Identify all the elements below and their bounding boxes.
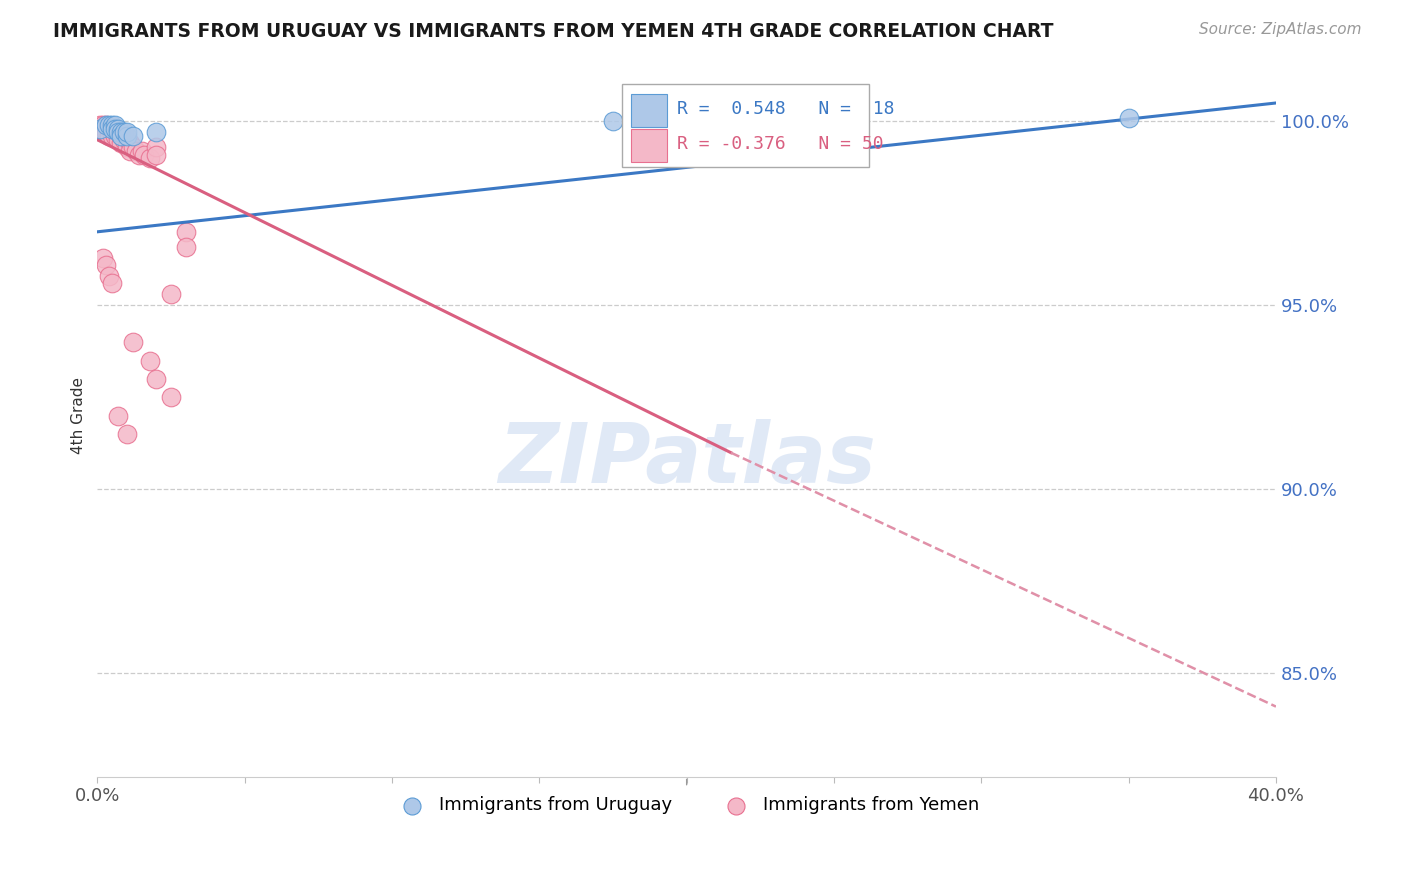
Point (104, 121, 127, 136)
Point (96, 125, 118, 139)
FancyBboxPatch shape (631, 95, 666, 127)
FancyBboxPatch shape (621, 84, 869, 167)
Legend: Immigrants from Uruguay, Immigrants from Yemen: Immigrants from Uruguay, Immigrants from… (387, 789, 986, 822)
Point (98, 118, 121, 132)
Point (101, 118, 124, 132)
Point (89, 118, 111, 132)
Point (107, 129, 129, 144)
Point (96, 258, 118, 272)
Point (112, 129, 135, 144)
Point (107, 133, 129, 147)
Point (104, 129, 127, 144)
Point (101, 121, 124, 136)
Point (110, 125, 132, 139)
Point (101, 129, 124, 144)
Point (118, 144, 141, 158)
Point (145, 140, 167, 154)
Y-axis label: 4th Grade: 4th Grade (72, 377, 86, 454)
Point (96, 118, 118, 132)
Point (98, 125, 121, 139)
Text: R = -0.376   N = 50: R = -0.376 N = 50 (678, 135, 884, 153)
Point (145, 147, 167, 161)
Text: IMMIGRANTS FROM URUGUAY VS IMMIGRANTS FROM YEMEN 4TH GRADE CORRELATION CHART: IMMIGRANTS FROM URUGUAY VS IMMIGRANTS FR… (53, 22, 1054, 41)
Point (174, 239, 197, 253)
Text: ZIPatlas: ZIPatlas (498, 418, 876, 500)
Point (145, 125, 167, 139)
Point (91, 125, 114, 139)
Point (110, 129, 132, 144)
FancyBboxPatch shape (631, 129, 666, 161)
Point (107, 125, 129, 139)
Point (101, 277, 124, 291)
Point (128, 147, 150, 161)
Point (110, 125, 132, 139)
Point (101, 125, 124, 139)
Point (104, 125, 127, 139)
Point (98, 121, 121, 136)
Point (89, 121, 111, 136)
Point (139, 151, 162, 165)
Point (104, 118, 127, 132)
Point (115, 129, 138, 144)
Point (107, 121, 129, 136)
Point (91, 118, 114, 132)
Point (160, 391, 183, 405)
Point (602, 114, 624, 128)
Text: R =  0.548   N =  18: R = 0.548 N = 18 (678, 100, 894, 118)
Point (98, 129, 121, 144)
Point (115, 125, 138, 139)
Point (98, 268, 121, 283)
Point (107, 409, 129, 423)
Point (121, 335, 143, 350)
Point (121, 140, 143, 154)
Point (134, 147, 156, 161)
Point (174, 225, 197, 239)
Point (110, 136, 132, 151)
Point (1118, 111, 1140, 125)
Point (115, 427, 138, 442)
Text: Source: ZipAtlas.com: Source: ZipAtlas.com (1198, 22, 1361, 37)
Point (91, 121, 114, 136)
Point (112, 133, 135, 147)
Point (112, 125, 135, 139)
Point (145, 372, 167, 386)
Point (91, 251, 114, 265)
Point (115, 133, 138, 147)
Point (101, 121, 124, 136)
Point (118, 136, 141, 151)
Point (115, 140, 138, 154)
Point (89, 121, 111, 136)
Point (124, 144, 146, 158)
Point (104, 121, 127, 136)
Point (110, 129, 132, 144)
Point (96, 121, 118, 136)
Point (131, 144, 153, 158)
Point (160, 287, 183, 301)
Point (121, 129, 143, 144)
Point (96, 118, 118, 132)
Point (107, 125, 129, 139)
Point (139, 353, 162, 368)
